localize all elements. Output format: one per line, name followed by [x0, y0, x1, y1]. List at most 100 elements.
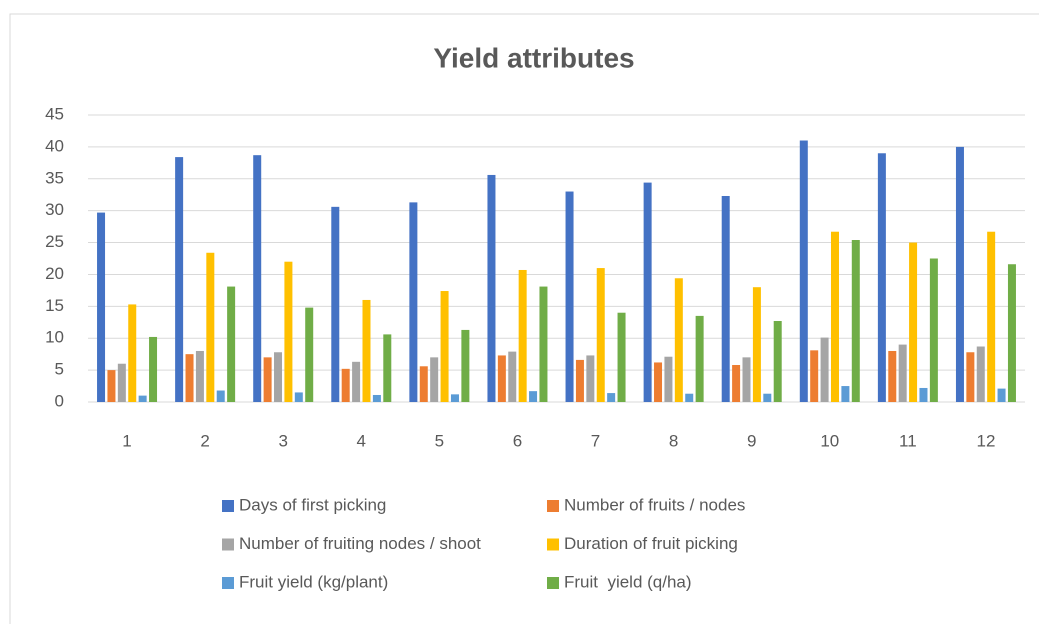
bar [752, 287, 761, 402]
bar [607, 393, 616, 402]
bar [929, 258, 938, 402]
x-tick-label: 9 [747, 431, 756, 450]
y-tick-label: 15 [45, 296, 64, 315]
x-tick-label: 5 [435, 431, 444, 450]
bar [450, 394, 459, 402]
legend-swatch [547, 538, 559, 551]
bar [227, 286, 236, 402]
bar [976, 346, 985, 402]
bar [799, 140, 808, 402]
legend-label: Number of fruits / nodes [564, 495, 745, 514]
legend-label: Fruit yield (kg/plant) [239, 572, 388, 591]
legend-label: Duration of fruit picking [564, 534, 738, 553]
bar [742, 357, 751, 402]
bar [565, 191, 574, 402]
bar [898, 344, 907, 402]
bar [284, 261, 293, 402]
y-tick-label: 10 [45, 328, 64, 347]
legend-swatch [222, 577, 234, 589]
bar [518, 269, 527, 402]
bar [643, 182, 652, 402]
bar [575, 359, 584, 402]
bar [107, 370, 116, 402]
x-tick-label: 6 [513, 431, 522, 450]
bar [149, 336, 158, 402]
y-tick-label: 30 [45, 200, 64, 219]
bar [138, 395, 147, 402]
bar [997, 388, 1006, 402]
x-tick-label: 3 [278, 431, 287, 450]
bar [263, 357, 272, 402]
bar [461, 329, 470, 402]
bar [955, 146, 964, 402]
bar [695, 315, 704, 402]
bar [487, 174, 496, 402]
bar [128, 304, 137, 402]
bar [305, 307, 314, 402]
bar [497, 355, 506, 402]
bar [674, 278, 683, 402]
legend-swatch [222, 500, 234, 512]
bar [721, 195, 730, 402]
bar [430, 357, 439, 402]
bar [586, 355, 595, 402]
bar [274, 352, 283, 402]
bar [888, 350, 897, 402]
legend-label: Fruit yield (q/ha) [564, 572, 692, 591]
x-tick-label: 11 [899, 431, 917, 450]
x-tick-label: 1 [122, 431, 131, 450]
bar [596, 268, 605, 402]
bar [617, 312, 626, 402]
bar [664, 356, 673, 402]
bar [987, 231, 996, 402]
y-tick-label: 40 [45, 136, 64, 155]
bar [206, 252, 215, 402]
bar [508, 351, 517, 402]
bar [851, 240, 860, 402]
legend-label: Days of first picking [239, 495, 386, 514]
bar [185, 354, 194, 402]
bar [331, 206, 340, 402]
x-tick-label: 10 [820, 431, 839, 450]
bar [372, 394, 381, 402]
y-tick-label: 20 [45, 264, 64, 283]
y-tick-label: 25 [45, 232, 64, 251]
bar [440, 291, 449, 402]
y-tick-label: 0 [55, 391, 64, 410]
bar [966, 352, 975, 402]
x-tick-label: 7 [591, 431, 600, 450]
bar [1007, 264, 1016, 402]
bar [820, 337, 829, 402]
bar [216, 390, 225, 402]
bar [419, 366, 428, 402]
bar [732, 365, 741, 402]
x-tick-label: 4 [357, 431, 366, 450]
chart-title: Yield attributes [433, 42, 634, 73]
bar [362, 299, 371, 402]
bar [654, 362, 663, 402]
bar [685, 393, 694, 402]
bar [763, 393, 772, 402]
bar [539, 286, 548, 402]
bar [830, 231, 839, 402]
bar [909, 242, 918, 402]
bar [877, 153, 886, 402]
bar [341, 368, 350, 402]
x-tick-label: 2 [200, 431, 209, 450]
bar [253, 155, 262, 402]
y-tick-label: 5 [55, 360, 64, 379]
y-tick-label: 35 [45, 168, 64, 187]
bar [409, 202, 418, 402]
legend-swatch [547, 577, 559, 589]
bar [529, 391, 538, 402]
x-tick-label: 12 [976, 431, 995, 450]
bar [97, 212, 106, 402]
x-tick-label: 8 [669, 431, 678, 450]
bar [352, 361, 361, 402]
y-tick-label: 45 [45, 104, 64, 123]
bar [175, 157, 184, 402]
bar [841, 386, 850, 402]
bar [294, 392, 303, 402]
legend-swatch [222, 538, 234, 551]
